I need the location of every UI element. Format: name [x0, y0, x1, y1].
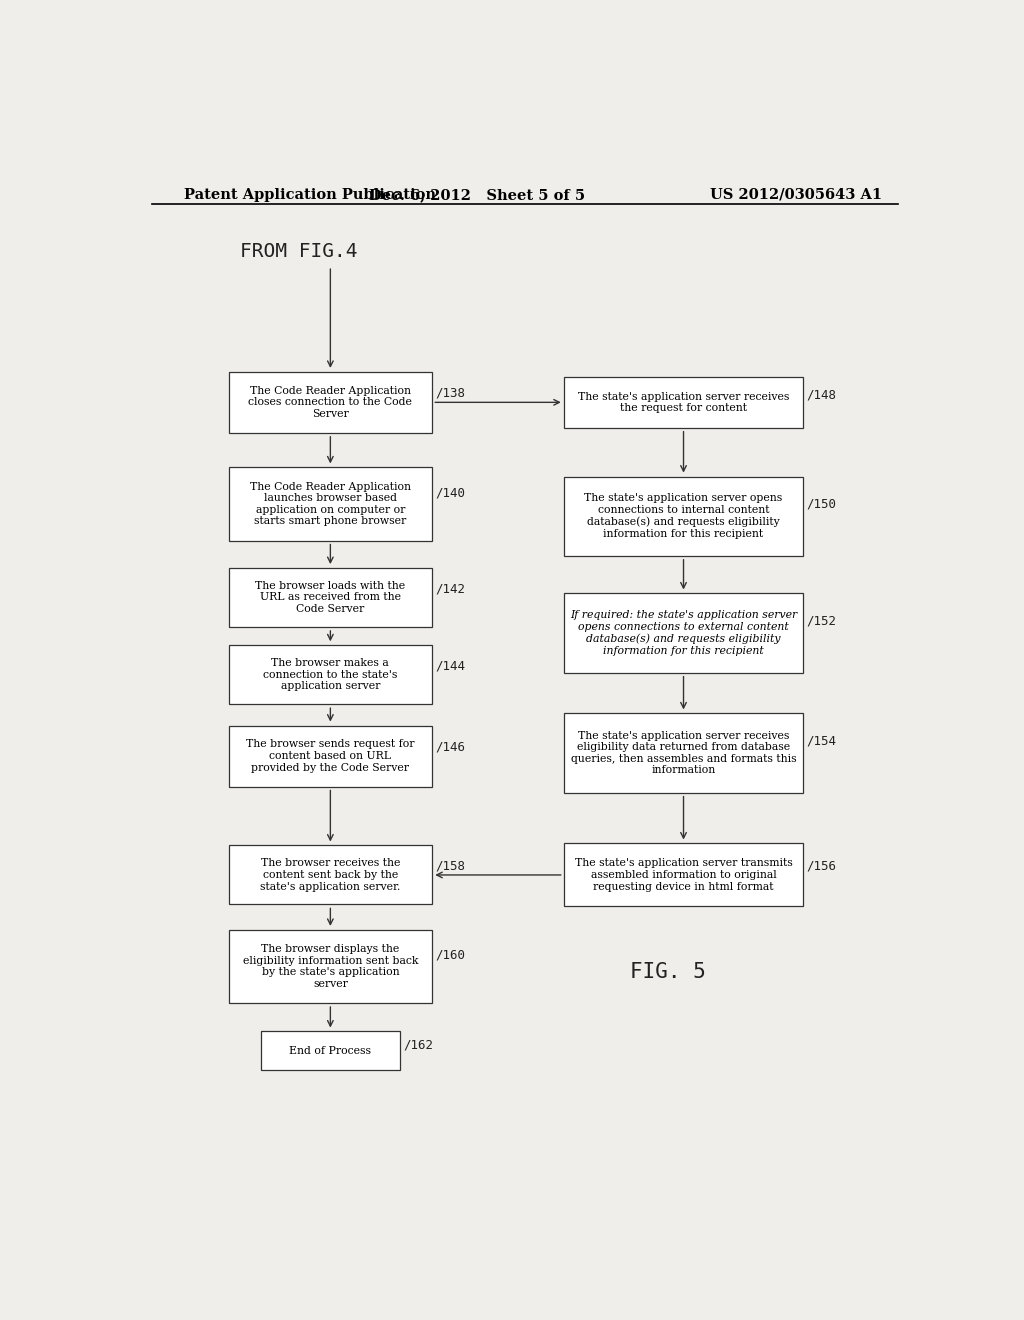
Text: /144: /144	[435, 660, 466, 672]
Text: /154: /154	[807, 735, 837, 747]
Text: The browser sends request for
content based on URL
provided by the Code Server: The browser sends request for content ba…	[246, 739, 415, 772]
Bar	[564, 713, 803, 792]
Text: The state's application server opens
connections to internal content
database(s): The state's application server opens con…	[585, 494, 782, 539]
Bar	[229, 645, 431, 704]
Text: Dec. 6, 2012   Sheet 5 of 5: Dec. 6, 2012 Sheet 5 of 5	[369, 187, 586, 202]
Text: /152: /152	[807, 615, 837, 628]
Text: FROM FIG.4: FROM FIG.4	[240, 243, 357, 261]
Text: The Code Reader Application
closes connection to the Code
Server: The Code Reader Application closes conne…	[249, 385, 413, 418]
Bar	[564, 378, 803, 428]
Text: Patent Application Publication: Patent Application Publication	[183, 187, 435, 202]
Text: /146: /146	[435, 741, 466, 754]
Bar	[229, 929, 431, 1003]
Text: /140: /140	[435, 487, 466, 499]
Text: /138: /138	[435, 387, 466, 400]
Text: If required: the state's application server
opens connections to external conten: If required: the state's application ser…	[570, 610, 797, 656]
Text: /156: /156	[807, 859, 837, 873]
Bar	[229, 568, 431, 627]
Text: /150: /150	[807, 498, 837, 511]
Text: The browser makes a
connection to the state's
application server: The browser makes a connection to the st…	[263, 659, 397, 692]
Text: /142: /142	[435, 582, 466, 595]
Bar	[229, 372, 431, 433]
Bar	[564, 477, 803, 556]
Text: /158: /158	[435, 859, 466, 873]
Text: FIG. 5: FIG. 5	[630, 961, 706, 982]
Text: The browser displays the
eligibility information sent back
by the state's applic: The browser displays the eligibility inf…	[243, 944, 418, 989]
Text: The browser receives the
content sent back by the
state's application server.: The browser receives the content sent ba…	[260, 858, 400, 891]
Text: /148: /148	[807, 388, 837, 401]
Text: /160: /160	[435, 949, 466, 962]
Bar	[261, 1031, 399, 1071]
Bar	[564, 594, 803, 673]
Bar	[229, 726, 431, 787]
Text: The browser loads with the
URL as received from the
Code Server: The browser loads with the URL as receiv…	[255, 581, 406, 614]
Bar	[229, 846, 431, 904]
Text: The Code Reader Application
launches browser based
application on computer or
st: The Code Reader Application launches bro…	[250, 482, 411, 527]
Bar	[229, 467, 431, 541]
Text: /162: /162	[403, 1039, 434, 1052]
Text: The state's application server transmits
assembled information to original
reque: The state's application server transmits…	[574, 858, 793, 891]
Text: US 2012/0305643 A1: US 2012/0305643 A1	[710, 187, 882, 202]
Bar	[564, 843, 803, 907]
Text: The state's application server receives
eligibility data returned from database
: The state's application server receives …	[570, 730, 797, 775]
Text: End of Process: End of Process	[290, 1045, 372, 1056]
Text: The state's application server receives
the request for content: The state's application server receives …	[578, 392, 790, 413]
